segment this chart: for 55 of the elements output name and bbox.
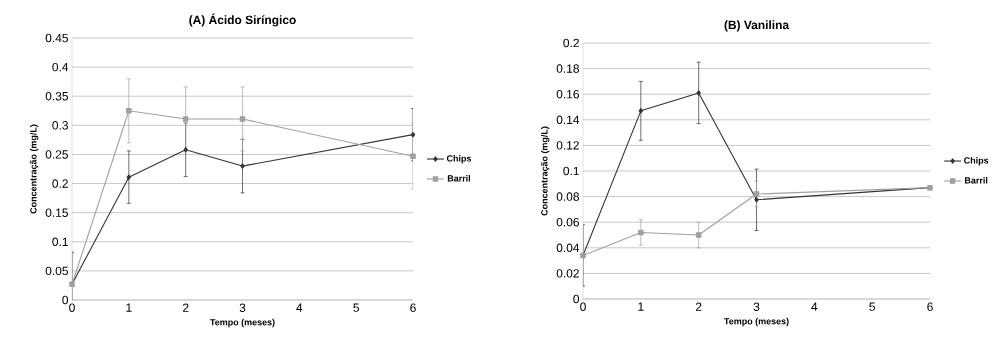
y-tick-label: 0	[573, 294, 580, 304]
y-axis-title: Concentração (mg/L)	[29, 124, 39, 214]
y-tick-label: 0.3	[52, 121, 68, 130]
x-axis-title: Tempo (meses)	[210, 318, 275, 328]
y-tick-label: 0.45	[45, 33, 68, 43]
y-tick-label: 0.15	[45, 208, 68, 217]
x-tick-label: 4	[811, 302, 818, 311]
point	[126, 174, 132, 180]
y-tick-label: 0.18	[556, 64, 579, 73]
point	[695, 232, 702, 238]
point	[240, 163, 245, 169]
point	[638, 108, 644, 114]
y-tick-label: 0.25	[45, 150, 68, 159]
y-tick-label: 0.05	[45, 266, 68, 276]
point	[126, 108, 132, 114]
point	[696, 90, 701, 96]
y-tick-label: 0.16	[556, 89, 579, 99]
chart-title: (A) Ácido Siríngico	[189, 13, 296, 27]
point	[754, 197, 759, 203]
x-tick-label: 6	[410, 303, 416, 312]
y-tick-label: 0.4	[52, 62, 69, 72]
y-tick-label: 0.08	[556, 192, 579, 201]
y-tick-label: 0.12	[556, 141, 579, 150]
x-tick-label: 3	[753, 302, 760, 311]
point	[638, 229, 644, 236]
y-tick-label: 0.2	[563, 38, 579, 48]
x-tick-label: 0	[69, 303, 75, 312]
x-tick-label: 5	[353, 303, 359, 312]
legend-label: Barril	[965, 176, 988, 184]
y-tick-label: 0.04	[556, 243, 580, 253]
legend-label: Chips	[446, 155, 472, 164]
legend-label: Barril	[447, 174, 471, 182]
x-tick-label: 1	[638, 302, 644, 311]
legend-label: Chips	[964, 157, 989, 166]
y-tick-label: 0.1	[563, 166, 579, 176]
point	[753, 191, 760, 197]
y-tick-label: 0.2	[52, 179, 68, 188]
point	[410, 131, 416, 138]
y-tick-label: 0.06	[556, 217, 579, 227]
x-axis-title: Tempo (meses)	[724, 317, 789, 327]
point	[239, 116, 246, 122]
y-tick-label: 0.1	[52, 237, 68, 246]
x-tick-label: 5	[869, 302, 875, 311]
x-tick-label: 0	[580, 302, 586, 311]
x-tick-label: 2	[695, 302, 702, 311]
y-tick-label: 0.14	[556, 115, 580, 125]
x-tick-label: 6	[927, 302, 933, 311]
y-tick-label: 0.02	[556, 269, 579, 278]
chart-title: (B) Vanilina	[724, 20, 790, 32]
x-tick-label: 4	[296, 303, 303, 312]
x-tick-label: 1	[126, 303, 132, 312]
x-tick-label: 2	[182, 303, 189, 312]
y-axis-title: Concentração (mg/L)	[540, 126, 550, 216]
x-tick-label: 3	[239, 303, 246, 312]
y-tick-label: 0.35	[45, 91, 68, 101]
